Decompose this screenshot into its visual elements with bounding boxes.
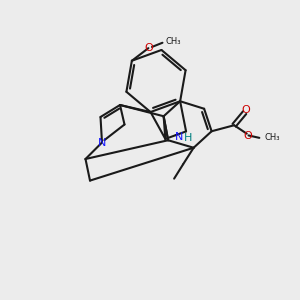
Text: H: H: [184, 133, 193, 143]
Text: O: O: [144, 43, 153, 53]
Text: N: N: [98, 137, 106, 148]
Text: N: N: [175, 132, 184, 142]
Text: CH₃: CH₃: [265, 133, 280, 142]
Text: O: O: [242, 105, 250, 115]
Text: O: O: [244, 131, 252, 141]
Text: CH₃: CH₃: [166, 37, 181, 46]
